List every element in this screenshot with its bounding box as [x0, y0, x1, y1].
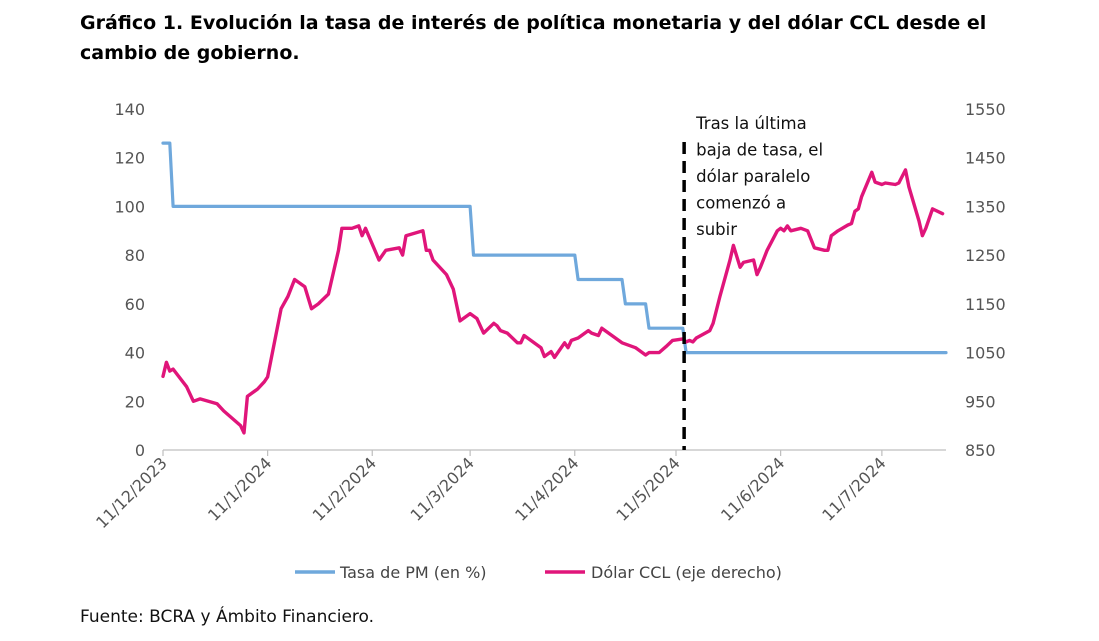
annotation-line: Tras la última	[695, 114, 807, 133]
source-note: Fuente: BCRA y Ámbito Financiero.	[80, 607, 375, 627]
x-tick-label: 11/4/2024	[511, 453, 582, 524]
x-tick-label: 11/7/2024	[818, 453, 889, 524]
x-tick-label: 11/2/2024	[309, 453, 380, 524]
annotation: Tras la última baja de tasa, el dólar para…	[682, 114, 823, 450]
chart-title: Gráfico 1. Evolución la tasa de interés …	[80, 12, 987, 64]
annotation-text: Tras la última baja de tasa, el dólar para…	[695, 114, 823, 239]
y-left-tick-label: 80	[125, 246, 145, 265]
series-line-tasa-pm	[161, 141, 948, 355]
x-tick-label: 11/1/2024	[204, 453, 275, 524]
x-tick-label: 11/3/2024	[407, 453, 478, 524]
y-right-tick-label: 850	[965, 441, 996, 460]
x-tick-label: 11/12/2023	[92, 453, 171, 532]
y-left-tick-label: 20	[125, 392, 145, 411]
annotation-line: dólar paralelo	[696, 167, 810, 186]
y-left-tick-label: 40	[125, 344, 145, 363]
annotation-line: subir	[696, 220, 737, 239]
y-right-tick-label: 1550	[965, 100, 1006, 119]
y-left-tick-label: 120	[114, 149, 145, 168]
y-right-tick-label: 950	[965, 392, 996, 411]
x-tick-label: 11/6/2024	[717, 453, 788, 524]
y-right-tick-label: 1150	[965, 295, 1006, 314]
annotation-line: baja de tasa, el	[696, 141, 823, 160]
legend-label: Dólar CCL (eje derecho)	[591, 563, 782, 582]
y-left-tick-label: 140	[114, 100, 145, 119]
y-right-tick-label: 1250	[965, 246, 1006, 265]
y-right-tick-label: 1450	[965, 149, 1006, 168]
series-group	[161, 141, 948, 435]
y-left-tick-label: 100	[114, 197, 145, 216]
right-axis: 850 950 1050 1150 1250 1350 1450 1550	[965, 100, 1006, 460]
x-tick-label: 11/5/2024	[612, 453, 683, 524]
x-axis: 11/12/2023 11/1/2024 11/2/2024 11/3/2024 11/…	[92, 450, 890, 532]
legend: Tasa de PM (en %) Dólar CCL (eje derecho)	[295, 563, 782, 582]
legend-label: Tasa de PM (en %)	[339, 563, 487, 582]
annotation-line: comenzó a	[696, 194, 786, 213]
left-axis: 0 20 40 60 80 100 120 140	[114, 100, 145, 460]
series-line-dolar-ccl	[161, 168, 945, 435]
y-left-tick-label: 0	[135, 441, 145, 460]
y-right-tick-label: 1350	[965, 197, 1006, 216]
y-left-tick-label: 60	[125, 295, 145, 314]
y-right-tick-label: 1050	[965, 344, 1006, 363]
